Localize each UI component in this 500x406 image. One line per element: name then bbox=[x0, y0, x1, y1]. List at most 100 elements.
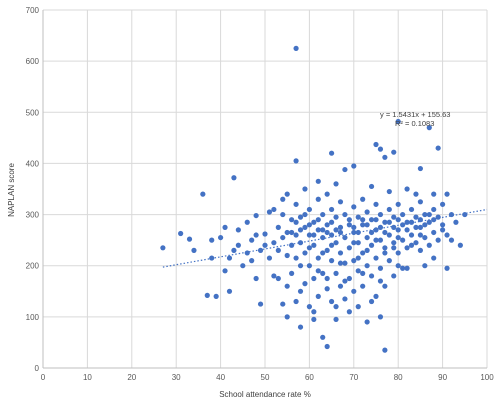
data-point bbox=[413, 191, 419, 197]
data-point bbox=[329, 298, 335, 305]
data-point bbox=[320, 227, 326, 233]
data-point bbox=[382, 250, 388, 256]
y-tick-label: 200 bbox=[26, 262, 40, 271]
data-point bbox=[355, 268, 361, 274]
data-point bbox=[400, 265, 406, 271]
data-point bbox=[302, 250, 308, 256]
data-point bbox=[311, 316, 317, 323]
data-point bbox=[426, 125, 432, 131]
data-point bbox=[382, 245, 388, 251]
data-point bbox=[382, 229, 388, 236]
data-point bbox=[333, 316, 339, 323]
data-point bbox=[395, 263, 401, 269]
data-point bbox=[400, 222, 406, 228]
data-point bbox=[417, 232, 423, 238]
x-tick-label: 70 bbox=[349, 373, 358, 382]
data-point bbox=[306, 245, 312, 251]
data-point bbox=[355, 240, 361, 246]
data-point bbox=[320, 334, 326, 340]
data-point bbox=[253, 212, 259, 219]
data-point bbox=[289, 270, 295, 276]
data-point bbox=[431, 191, 437, 197]
data-point bbox=[289, 242, 295, 248]
y-axis-title: NAPLAN score bbox=[7, 163, 16, 217]
y-tick-label: 700 bbox=[26, 6, 40, 15]
data-point bbox=[377, 146, 384, 152]
data-point bbox=[404, 245, 410, 251]
data-point bbox=[368, 242, 375, 248]
data-point bbox=[293, 45, 299, 51]
data-point bbox=[329, 232, 335, 238]
data-point bbox=[440, 201, 446, 207]
data-point bbox=[377, 265, 384, 271]
x-tick-label: 10 bbox=[83, 373, 92, 382]
data-point bbox=[408, 242, 415, 248]
data-point bbox=[435, 237, 441, 243]
x-tick-label: 50 bbox=[261, 373, 270, 382]
data-point bbox=[360, 222, 366, 228]
data-point bbox=[160, 245, 166, 251]
data-point bbox=[249, 258, 255, 264]
data-point bbox=[320, 211, 326, 218]
data-point bbox=[324, 191, 330, 197]
data-point bbox=[373, 255, 379, 261]
data-point bbox=[337, 224, 344, 230]
data-point bbox=[368, 273, 375, 279]
data-point bbox=[342, 278, 348, 284]
data-point bbox=[231, 175, 237, 181]
data-point bbox=[271, 240, 277, 246]
data-point bbox=[377, 237, 384, 243]
data-point bbox=[448, 237, 455, 243]
data-point bbox=[329, 258, 335, 264]
data-point bbox=[337, 250, 344, 256]
data-point bbox=[368, 217, 375, 223]
data-point bbox=[284, 252, 290, 259]
data-point bbox=[226, 255, 233, 261]
data-point bbox=[355, 304, 361, 310]
data-point bbox=[404, 227, 410, 233]
data-point bbox=[324, 343, 330, 350]
x-tick-label: 0 bbox=[41, 373, 46, 382]
data-point bbox=[368, 183, 375, 190]
trendline bbox=[162, 208, 488, 268]
data-point bbox=[244, 219, 250, 225]
data-point bbox=[422, 222, 428, 228]
data-point bbox=[271, 273, 277, 279]
data-point bbox=[395, 118, 401, 125]
gridlines bbox=[42, 9, 488, 369]
data-point bbox=[355, 229, 361, 236]
data-point bbox=[204, 292, 210, 298]
data-point bbox=[351, 288, 357, 294]
x-axis-title: School attendance rate % bbox=[219, 390, 311, 399]
data-point bbox=[422, 263, 428, 269]
data-point bbox=[364, 247, 370, 253]
data-point bbox=[240, 263, 246, 269]
data-point bbox=[444, 265, 450, 271]
x-axis-ticks: 0 10 20 30 40 50 60 70 80 90 100 bbox=[41, 373, 494, 382]
y-tick-label: 100 bbox=[26, 313, 40, 322]
data-point bbox=[320, 234, 326, 241]
data-point bbox=[324, 229, 330, 236]
data-point bbox=[253, 232, 259, 238]
data-point bbox=[364, 222, 370, 228]
data-point bbox=[413, 214, 419, 220]
data-point bbox=[333, 240, 339, 246]
data-point bbox=[382, 283, 388, 289]
data-point bbox=[351, 229, 357, 236]
data-point bbox=[293, 158, 299, 164]
data-point bbox=[422, 234, 428, 241]
data-point bbox=[395, 217, 401, 223]
data-point bbox=[280, 196, 286, 202]
data-point bbox=[315, 268, 321, 274]
data-point bbox=[186, 236, 193, 242]
data-point bbox=[324, 275, 330, 282]
data-point bbox=[315, 293, 321, 299]
data-point bbox=[293, 219, 299, 225]
data-point bbox=[395, 234, 401, 241]
data-point bbox=[346, 275, 352, 282]
data-point bbox=[275, 224, 281, 230]
data-point bbox=[311, 219, 317, 225]
data-point bbox=[315, 227, 321, 233]
data-point bbox=[306, 232, 312, 238]
